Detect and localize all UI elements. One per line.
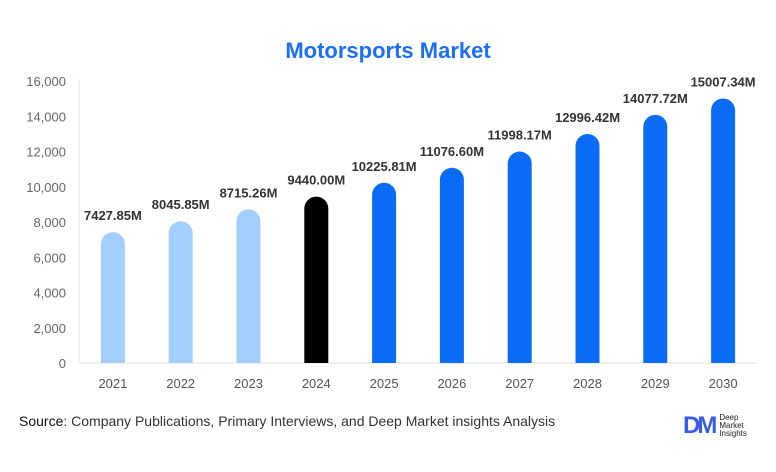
x-tick-label: 2027	[505, 376, 534, 391]
y-tick-label: 14,000	[26, 109, 66, 124]
bar	[643, 114, 668, 363]
data-label: 10225.81M	[352, 159, 417, 174]
data-label: 9440.00M	[287, 173, 345, 188]
x-tick-label: 2021	[98, 376, 127, 391]
y-tick-label: 0	[59, 356, 66, 371]
data-label: 12996.42M	[555, 110, 620, 125]
data-label: 11998.17M	[488, 128, 552, 143]
y-tick-label: 16,000	[26, 74, 66, 89]
y-tick-label: 10,000	[26, 180, 66, 195]
x-tick-label: 2022	[166, 376, 195, 391]
x-tick-label: 2028	[573, 376, 602, 391]
source-label: Source	[19, 413, 64, 429]
logo-text: Deep Market Insights	[719, 413, 747, 438]
logo-mark: DM	[683, 412, 717, 439]
logo: DM Deep Market Insights	[683, 412, 747, 440]
x-tick-label: 2024	[302, 376, 331, 391]
bar	[304, 196, 329, 363]
data-label: 11076.60M	[420, 144, 484, 159]
bar	[100, 232, 125, 363]
y-tick-label: 8,000	[33, 215, 66, 230]
source-note: Source: Company Publications, Primary In…	[19, 413, 555, 429]
x-tick-label: 2026	[437, 376, 466, 391]
bar	[236, 209, 261, 363]
data-label: 8715.26M	[220, 185, 278, 200]
x-tick-label: 2030	[709, 376, 738, 391]
data-label: 7427.85M	[84, 208, 142, 223]
x-tick-label: 2023	[234, 376, 263, 391]
y-tick-label: 6,000	[33, 250, 66, 265]
bar	[575, 133, 600, 363]
x-tick-label: 2025	[370, 376, 399, 391]
bar	[168, 221, 193, 363]
x-tick-label: 2029	[641, 376, 670, 391]
y-tick-label: 4,000	[33, 286, 66, 301]
data-label: 14077.72M	[623, 91, 688, 106]
bar	[711, 98, 736, 363]
source-text: : Company Publications, Primary Intervie…	[63, 413, 556, 429]
bar	[372, 182, 397, 363]
y-tick-label: 2,000	[33, 321, 66, 336]
y-tick-label: 12,000	[26, 145, 66, 160]
bar	[507, 151, 532, 363]
chart-title: Motorsports Market	[285, 38, 491, 63]
bar	[439, 167, 464, 363]
data-label: 15007.34M	[691, 74, 756, 89]
data-label: 8045.85M	[152, 197, 210, 212]
